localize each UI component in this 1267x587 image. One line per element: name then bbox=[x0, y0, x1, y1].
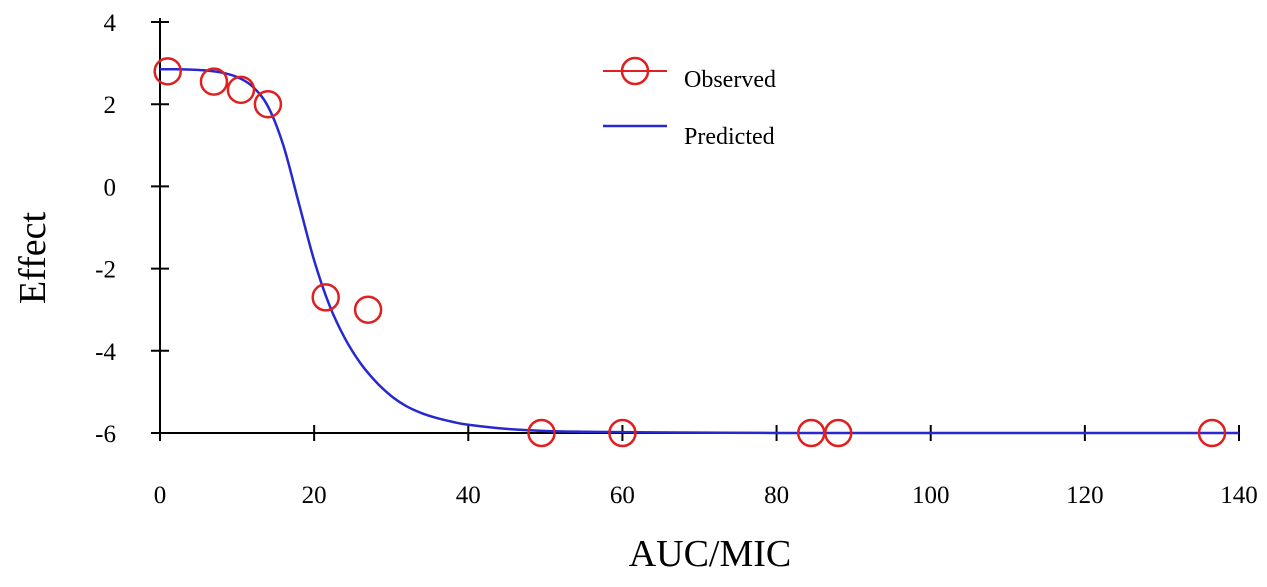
y-tick-label: -6 bbox=[95, 421, 116, 448]
observed-point bbox=[153, 57, 182, 86]
y-tick-label: 2 bbox=[104, 92, 117, 119]
x-tick-label: 120 bbox=[1066, 482, 1104, 509]
observed-point bbox=[226, 75, 256, 105]
observed-point bbox=[253, 89, 283, 119]
legend: Observed Predicted bbox=[603, 56, 776, 150]
plot-area bbox=[153, 57, 1239, 448]
observed-point bbox=[311, 283, 340, 312]
legend-item-observed: Observed bbox=[603, 56, 776, 93]
legend-observed-label: Observed bbox=[684, 67, 776, 93]
x-tick-label: 140 bbox=[1220, 482, 1258, 509]
observed-point bbox=[527, 418, 556, 448]
y-tick-label: -2 bbox=[95, 257, 116, 284]
observed-point bbox=[353, 295, 383, 324]
x-tick-label: 100 bbox=[912, 482, 950, 509]
observed-point bbox=[608, 418, 637, 448]
legend-item-predicted: Predicted bbox=[603, 124, 775, 150]
x-tick-label: 20 bbox=[302, 482, 327, 509]
x-tick-label: 0 bbox=[154, 482, 167, 509]
x-tick-label: 40 bbox=[456, 482, 481, 509]
y-axis-title: Effect bbox=[12, 211, 54, 304]
x-axis-title: AUC/MIC bbox=[629, 533, 792, 575]
y-tick-label: 0 bbox=[104, 174, 117, 201]
y-tick-label: -4 bbox=[95, 339, 116, 366]
observed-point bbox=[199, 67, 229, 96]
y-tick-label: 4 bbox=[104, 10, 117, 37]
observed-point bbox=[823, 418, 853, 448]
legend-observed-marker bbox=[620, 56, 650, 86]
legend-predicted-label: Predicted bbox=[684, 124, 775, 150]
x-tick-label: 80 bbox=[764, 482, 789, 509]
x-tick-label: 60 bbox=[610, 482, 635, 509]
observed-point bbox=[1197, 418, 1227, 448]
